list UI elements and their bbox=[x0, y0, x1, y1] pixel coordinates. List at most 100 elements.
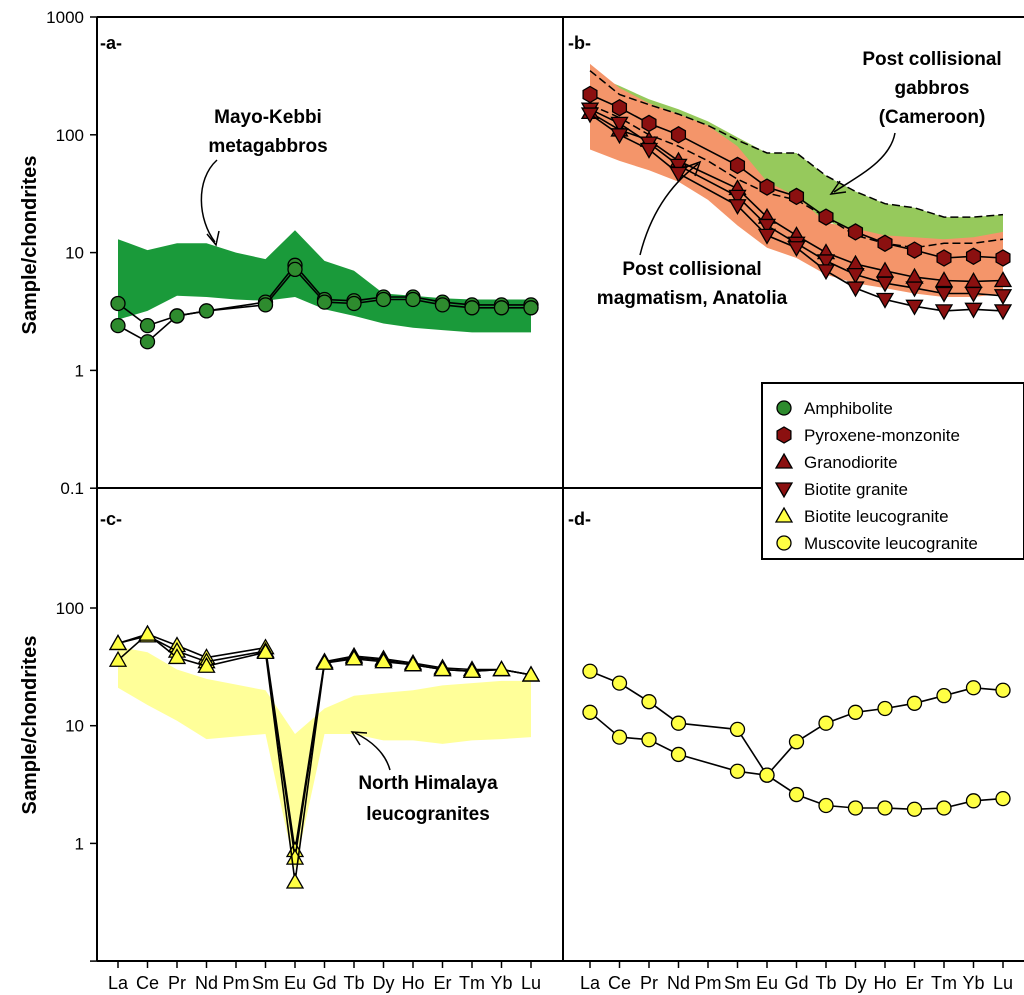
panel-1-series-3-point-8 bbox=[846, 281, 865, 298]
legend-label-2: Granodiorite bbox=[804, 453, 898, 472]
panel-1-series-0-point-10 bbox=[906, 241, 923, 259]
panel-2-series-2-point-7 bbox=[344, 649, 364, 666]
x-tick-label-1-Nd: Nd bbox=[667, 973, 690, 993]
panel-1-series-3-point-1 bbox=[610, 128, 629, 145]
legend-marker-3 bbox=[774, 482, 794, 499]
arrow-head-mayo-kebbi bbox=[206, 230, 220, 247]
panel-3-series-1-point-12 bbox=[965, 793, 982, 809]
panel-3-series-1-point-4 bbox=[729, 763, 746, 779]
legend: Amphibolite Pyroxene-monzonite Granodiorit… bbox=[761, 382, 1024, 560]
panel-1-series-0-point-4 bbox=[729, 156, 746, 175]
panel-1-series-0-point-6 bbox=[788, 187, 805, 206]
panel-0-series-0-point-1 bbox=[139, 317, 156, 334]
panel-2-series-2-point-12 bbox=[492, 660, 511, 677]
legend-label-5: Muscovite leucogranite bbox=[804, 534, 978, 553]
panel-1-series-2-point-7 bbox=[816, 254, 836, 271]
panel-1-series-0-point-2 bbox=[641, 114, 657, 133]
panel-0-series-1-point-10 bbox=[434, 297, 451, 313]
panel-1-series-2-point-13 bbox=[993, 289, 1013, 306]
panel-1-series-3-point-13 bbox=[993, 304, 1013, 321]
y-axis-label-bottom: Sample/chondrites bbox=[19, 636, 41, 815]
arrow-cameroon bbox=[833, 132, 896, 193]
x-tick-label-1-Lu: Lu bbox=[993, 973, 1013, 993]
arrow-anatolia bbox=[639, 163, 699, 256]
panel-1-series-1-point-13 bbox=[993, 271, 1013, 288]
annotation-anatolia-1: Post collisional bbox=[622, 259, 761, 280]
y-tick-label-top-3: 1 bbox=[75, 361, 84, 380]
x-tick-label-1-Eu: Eu bbox=[756, 973, 778, 993]
panel-1-field-1 bbox=[590, 63, 1003, 298]
x-tick-label-0-Pm: Pm bbox=[223, 973, 250, 993]
panel-1-series-3-point-5 bbox=[757, 228, 777, 245]
legend-label-3: Biotite granite bbox=[804, 480, 908, 499]
panel-1-series-3-point-11 bbox=[934, 304, 954, 321]
x-tick-label-1-Ho: Ho bbox=[873, 973, 896, 993]
panel-1-series-0-point-1 bbox=[611, 98, 628, 117]
x-tick-label-0-Yb: Yb bbox=[490, 973, 512, 993]
panel-1-series-0-point-3 bbox=[670, 126, 687, 144]
panel-3-series-1-point-3 bbox=[670, 746, 687, 763]
panel-2-series-2-point-5 bbox=[285, 872, 305, 889]
panel-3-series-1-point-8 bbox=[847, 800, 864, 816]
x-tick-label-1-Tm: Tm bbox=[931, 973, 957, 993]
x-tick-label-0-Nd: Nd bbox=[195, 973, 218, 993]
panel-3-series-1-point-9 bbox=[877, 800, 893, 816]
panel-3-series-1-point-2 bbox=[641, 732, 657, 748]
x-tick-label-1-Pm: Pm bbox=[695, 973, 722, 993]
panel-1-series-2-point-9 bbox=[875, 276, 895, 293]
legend-marker-5 bbox=[776, 535, 792, 551]
x-tick-label-1-Tb: Tb bbox=[815, 973, 836, 993]
x-tick-label-0-Eu: Eu bbox=[284, 973, 306, 993]
panel-0-series-1-point-8 bbox=[375, 291, 392, 308]
x-tick-label-0-Ce: Ce bbox=[136, 973, 159, 993]
panel-1-series-0-point-11 bbox=[936, 249, 952, 267]
x-tick-label-0-Lu: Lu bbox=[521, 973, 541, 993]
panel-1-series-3-point-9 bbox=[875, 292, 895, 309]
panel-1-series-3-point-6 bbox=[787, 241, 806, 258]
legend-marker-0 bbox=[776, 400, 792, 416]
y-tick-label-top-4: 0.1 bbox=[60, 479, 84, 498]
panel-0-series-1-point-6 bbox=[316, 294, 333, 310]
panel-1-series-2-point-1 bbox=[610, 116, 629, 133]
annotation-cameroon-2: gabbros bbox=[895, 78, 970, 99]
panel-0-series-1-point-4 bbox=[257, 297, 274, 313]
panel-2-series-2-point-4 bbox=[256, 643, 275, 659]
panel-1-series-0-point-9 bbox=[877, 234, 893, 253]
x-tick-label-0-Tm: Tm bbox=[459, 973, 485, 993]
panel-0-series-1-point-5 bbox=[287, 261, 303, 278]
panel-3-series-0-point-9 bbox=[877, 700, 893, 717]
arrow-head-himalaya bbox=[350, 731, 368, 746]
panel-1-series-3-point-3 bbox=[669, 166, 688, 183]
panel-3-series-0-point-3 bbox=[670, 715, 687, 731]
panel-2-series-2-point-2 bbox=[167, 648, 187, 665]
y-axis-label-top: Sample/chondrites bbox=[19, 156, 41, 335]
panel-3-series-0-point-12 bbox=[965, 680, 982, 696]
x-tick-label-1-La: La bbox=[580, 973, 601, 993]
panel-2-series-2-point-11 bbox=[462, 661, 482, 678]
panel-2-series-2-point-10 bbox=[433, 660, 452, 677]
x-tick-label-0-La: La bbox=[108, 973, 129, 993]
annotation-mayo-kebbi-2: metagabbros bbox=[208, 136, 327, 157]
arrow-head-anatolia bbox=[685, 160, 702, 177]
panel-c-label: -c- bbox=[100, 509, 122, 529]
x-tick-label-1-Pr: Pr bbox=[640, 973, 658, 993]
panel-1-series-3-point-0 bbox=[580, 107, 600, 124]
x-tick-label-1-Sm: Sm bbox=[724, 973, 751, 993]
panel-d-label: -d- bbox=[568, 509, 591, 529]
legend-marker-2 bbox=[774, 452, 794, 469]
panel-3-series-0-point-0 bbox=[582, 663, 598, 679]
panel-0-series-1-point-13 bbox=[523, 300, 539, 316]
frame-layer bbox=[90, 16, 1024, 968]
annotation-cameroon-1: Post collisional bbox=[862, 49, 1001, 70]
panel-3-series-1-point-6 bbox=[788, 786, 805, 803]
panel-1-series-0-point-0 bbox=[582, 85, 598, 104]
panel-1-series-0-point-8 bbox=[847, 223, 864, 241]
legend-label-0: Amphibolite bbox=[804, 399, 893, 418]
x-tick-label-0-Er: Er bbox=[434, 973, 452, 993]
legend-marker-1 bbox=[776, 426, 792, 444]
panel-1-series-0-point-5 bbox=[759, 178, 775, 196]
panel-0-series-1-point-7 bbox=[346, 295, 362, 312]
panel-2-series-1-point-0 bbox=[108, 634, 128, 651]
panel-3-series-0-point-7 bbox=[818, 715, 834, 731]
